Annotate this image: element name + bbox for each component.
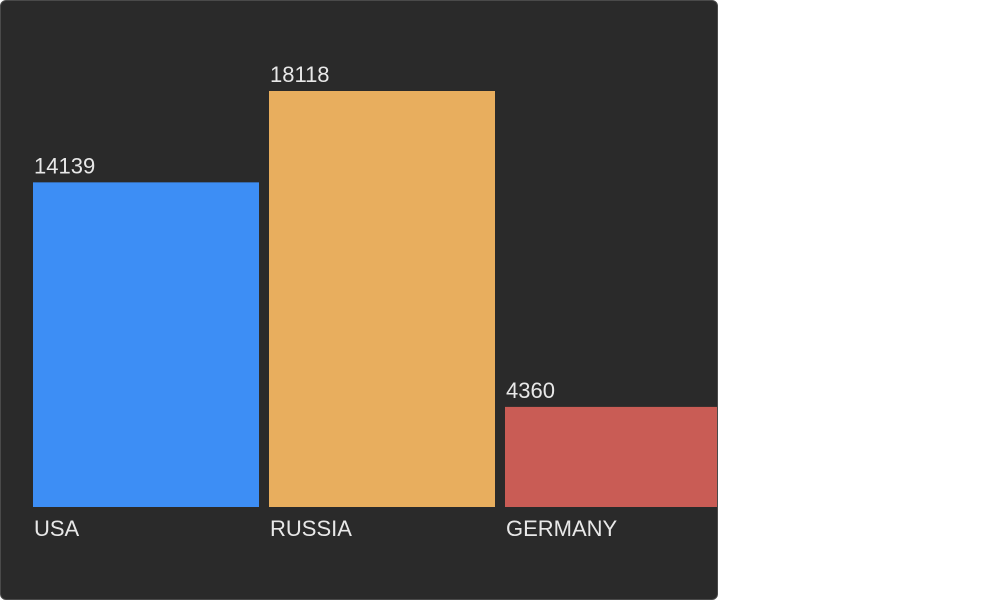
bar-germany bbox=[505, 406, 717, 507]
bar-chart: 14139 USA 18118 RUSSIA 4360 GERMANY bbox=[33, 62, 717, 541]
bar-russia bbox=[269, 91, 495, 507]
category-label: USA bbox=[34, 516, 80, 541]
category-label: RUSSIA bbox=[270, 516, 352, 541]
category-label: GERMANY bbox=[506, 516, 618, 541]
chart-panel: 14139 USA 18118 RUSSIA 4360 GERMANY bbox=[0, 0, 718, 600]
bar-value-label: 4360 bbox=[506, 378, 555, 403]
bar-value-label: 14139 bbox=[34, 153, 95, 178]
bar-usa bbox=[33, 182, 259, 507]
bar-value-label: 18118 bbox=[270, 62, 330, 87]
